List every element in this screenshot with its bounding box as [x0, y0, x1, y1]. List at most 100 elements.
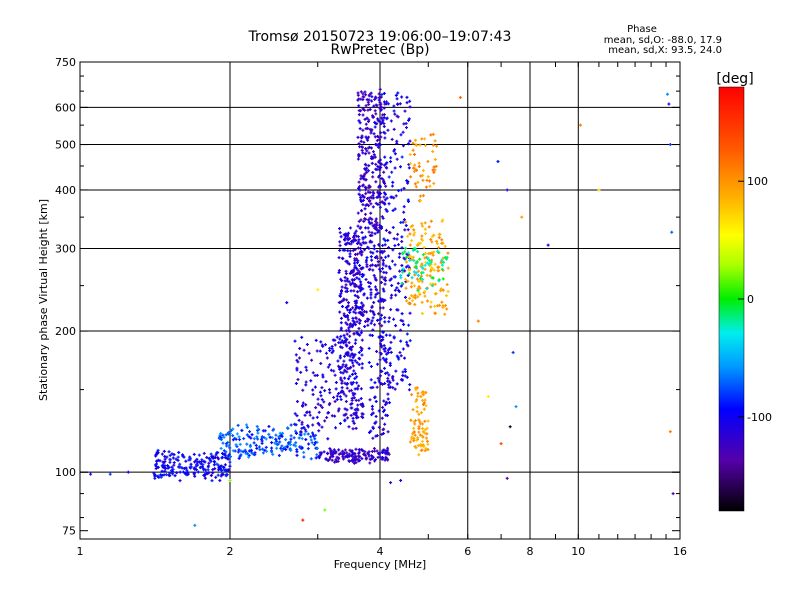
data-point — [360, 412, 364, 416]
data-point — [392, 104, 396, 108]
data-point — [352, 268, 356, 272]
data-point — [313, 441, 317, 445]
data-point — [326, 459, 330, 463]
data-point — [256, 437, 260, 441]
data-point — [440, 300, 444, 304]
data-point — [356, 272, 360, 276]
data-point — [387, 383, 391, 387]
data-point — [411, 255, 415, 259]
data-point — [220, 472, 224, 476]
data-point — [365, 170, 369, 174]
data-point — [249, 436, 253, 440]
data-point — [359, 402, 363, 406]
data-point — [255, 424, 259, 428]
data-point — [295, 399, 299, 403]
data-point — [360, 338, 364, 342]
data-point — [387, 316, 391, 320]
data-point — [307, 351, 311, 355]
data-point — [368, 222, 372, 226]
data-point — [341, 371, 345, 375]
data-point — [413, 433, 417, 437]
data-point — [387, 373, 391, 377]
data-point — [348, 255, 352, 259]
data-point — [285, 445, 289, 449]
data-point — [305, 368, 309, 372]
data-point — [418, 433, 422, 437]
data-point — [285, 301, 289, 305]
data-point — [398, 269, 402, 273]
data-point — [404, 265, 408, 269]
data-point — [345, 322, 349, 326]
data-point — [381, 330, 385, 334]
data-point — [430, 276, 434, 280]
data-point — [357, 104, 361, 108]
data-point — [384, 413, 388, 417]
data-point — [406, 142, 410, 146]
data-point — [343, 419, 347, 423]
data-point — [237, 456, 241, 460]
data-point — [223, 463, 227, 467]
data-point — [185, 468, 189, 472]
data-point — [368, 239, 372, 243]
data-point — [178, 479, 182, 483]
y-tick-label: 500 — [55, 139, 76, 152]
data-point — [400, 235, 404, 239]
data-point — [294, 381, 298, 385]
data-point — [373, 395, 377, 399]
data-point — [396, 115, 400, 119]
data-point — [293, 339, 297, 343]
data-point — [330, 458, 334, 462]
data-point — [401, 374, 405, 378]
data-point — [358, 357, 362, 361]
data-point — [476, 319, 480, 323]
data-point — [228, 478, 232, 482]
data-point — [357, 318, 361, 322]
data-point — [362, 95, 366, 99]
data-point — [386, 376, 390, 380]
data-point — [289, 448, 293, 452]
data-point — [344, 352, 348, 356]
data-point — [380, 369, 384, 373]
data-point — [357, 142, 361, 146]
data-point — [351, 451, 355, 455]
data-point — [383, 136, 387, 140]
data-point — [334, 426, 338, 430]
data-point — [432, 170, 436, 174]
data-point — [374, 293, 378, 297]
data-point — [336, 459, 340, 463]
data-point — [427, 259, 431, 263]
data-point — [331, 338, 335, 342]
data-point — [278, 440, 282, 444]
data-point — [202, 468, 206, 472]
data-point — [358, 127, 362, 131]
data-point — [184, 466, 188, 470]
data-point — [363, 207, 367, 211]
data-point — [370, 449, 374, 453]
data-point — [429, 219, 433, 223]
data-point — [392, 109, 396, 113]
data-point — [231, 427, 235, 431]
data-point — [258, 448, 262, 452]
data-point — [343, 354, 347, 358]
data-point — [299, 370, 303, 374]
data-point — [348, 249, 352, 253]
data-point — [371, 425, 375, 429]
data-point — [391, 209, 395, 213]
data-point — [384, 360, 388, 364]
data-point — [357, 351, 361, 355]
data-point — [407, 388, 411, 392]
data-point — [296, 360, 300, 364]
data-point — [347, 326, 351, 330]
data-point — [286, 426, 290, 430]
data-point — [372, 104, 376, 108]
data-point — [352, 322, 356, 326]
data-point — [369, 281, 373, 285]
data-point — [415, 438, 419, 442]
x-tick-label: 10 — [571, 545, 585, 558]
data-point — [226, 457, 230, 461]
data-point — [233, 436, 237, 440]
data-point — [421, 168, 425, 172]
data-point — [400, 263, 404, 267]
data-point — [441, 288, 445, 292]
data-point — [267, 424, 271, 428]
